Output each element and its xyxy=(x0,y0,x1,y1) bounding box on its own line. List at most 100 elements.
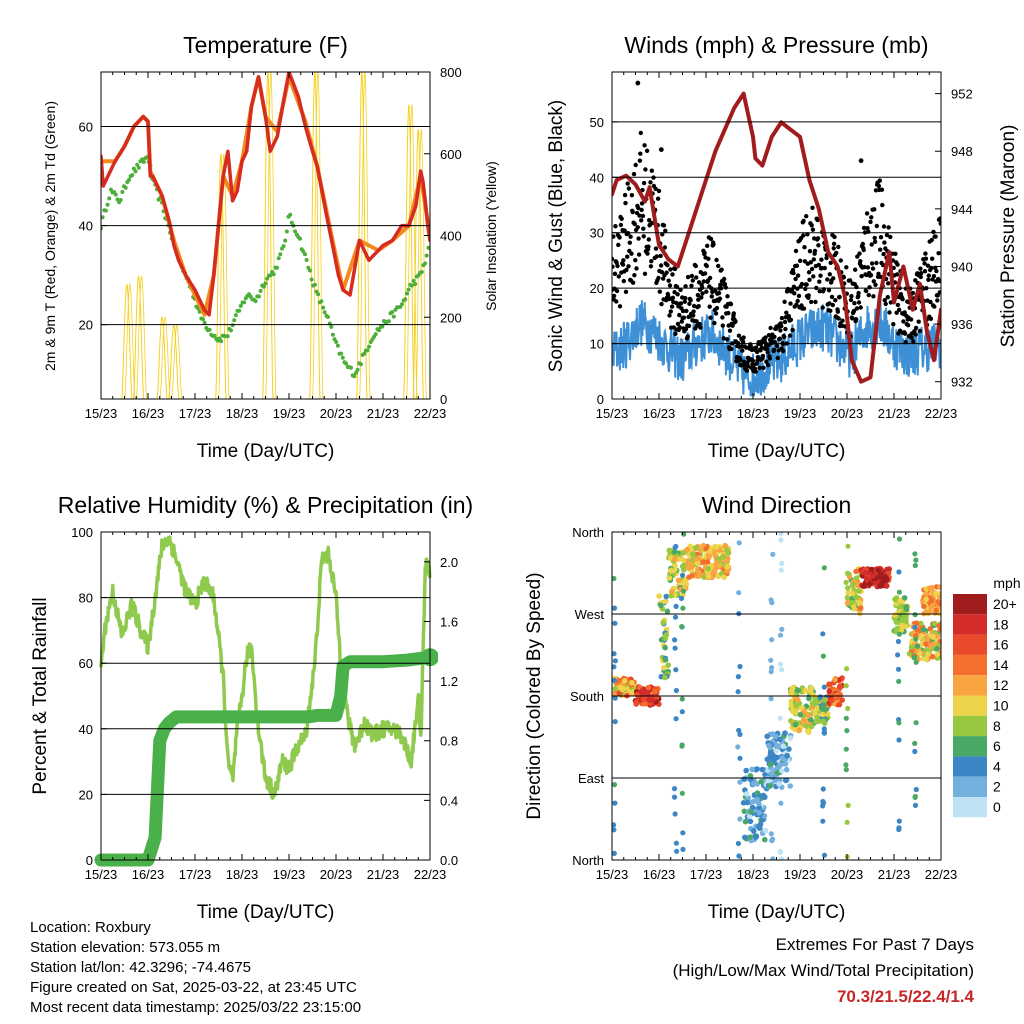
gust-point xyxy=(780,341,786,347)
gust-point xyxy=(670,272,675,277)
gust-point xyxy=(910,290,915,296)
gust-point xyxy=(801,306,807,311)
gust-point xyxy=(801,233,806,238)
direction-point xyxy=(912,740,918,747)
gust-point xyxy=(645,251,650,256)
gust-point xyxy=(793,276,798,282)
direction-point xyxy=(828,697,835,704)
direction-point xyxy=(672,811,678,817)
direction-point xyxy=(795,687,801,694)
solar-insolation-line xyxy=(356,72,368,399)
gust-point xyxy=(931,274,937,279)
direction-point xyxy=(705,565,711,572)
gust-point xyxy=(749,365,754,370)
gust-point xyxy=(874,260,879,266)
gust-point xyxy=(646,237,651,242)
gust-point xyxy=(738,363,744,368)
x-axis-label: Time (Day/UTC) xyxy=(708,441,846,462)
direction-point xyxy=(641,696,647,702)
dewpoint-point xyxy=(358,362,363,367)
gust-point xyxy=(667,283,673,288)
direction-point xyxy=(784,753,790,759)
dewpoint-point xyxy=(105,202,110,207)
gust-point xyxy=(812,248,818,254)
direction-point xyxy=(662,644,668,651)
gust-point xyxy=(640,213,646,219)
gust-point xyxy=(930,256,935,261)
y-tick-label: West xyxy=(575,607,605,622)
dewpoint-point xyxy=(201,317,205,322)
direction-point xyxy=(700,559,707,565)
direction-point xyxy=(850,581,856,588)
gust-point xyxy=(677,325,682,330)
gust-point xyxy=(670,295,676,300)
gust-point xyxy=(844,265,849,270)
gust-point xyxy=(779,323,784,329)
direction-point xyxy=(779,768,785,774)
gust-point xyxy=(619,216,624,221)
direction-point xyxy=(896,737,902,743)
direction-point xyxy=(671,794,678,800)
gust-point xyxy=(675,292,680,297)
gust-point xyxy=(689,283,694,288)
direction-point xyxy=(895,652,901,658)
direction-point xyxy=(684,546,690,553)
gust-point xyxy=(728,302,734,307)
gust-point xyxy=(936,251,941,256)
direction-point xyxy=(820,786,826,792)
direction-point xyxy=(662,635,669,642)
dewpoint-point xyxy=(136,165,141,170)
direction-point xyxy=(929,603,935,609)
gust-point xyxy=(612,234,616,239)
gust-point xyxy=(757,365,762,371)
gust-point xyxy=(668,267,673,272)
legend-swatch xyxy=(953,715,987,737)
gust-point xyxy=(902,331,908,336)
gust-point xyxy=(872,235,877,241)
gust-point xyxy=(709,294,714,299)
gust-point xyxy=(853,267,858,272)
gust-point xyxy=(621,258,626,263)
y2-tick-label: 932 xyxy=(951,375,973,390)
gust-point xyxy=(649,259,654,264)
direction-point xyxy=(896,818,902,824)
dewpoint-point xyxy=(303,252,307,257)
y-axis-label: Sonic Wind & Gust (Blue, Black) xyxy=(546,100,567,372)
direction-point xyxy=(908,644,915,650)
y-tick-label: South xyxy=(570,689,604,704)
gust-point xyxy=(926,273,931,278)
gust-point xyxy=(782,319,788,325)
gust-point xyxy=(917,328,923,334)
direction-point xyxy=(826,688,833,695)
gust-point xyxy=(870,266,876,271)
gust-point xyxy=(810,227,816,232)
dewpoint-point xyxy=(413,282,418,287)
gust-point xyxy=(617,235,622,240)
direction-point xyxy=(912,612,918,618)
gust-point xyxy=(913,332,918,337)
dewpoint-point xyxy=(103,208,108,213)
direction-point xyxy=(836,701,843,708)
direction-point xyxy=(759,766,766,773)
direction-point xyxy=(862,570,868,576)
gust-point xyxy=(744,368,750,373)
gust-point xyxy=(750,358,756,363)
direction-point xyxy=(768,761,774,768)
solar-insolation-line xyxy=(359,72,371,399)
gust-point xyxy=(862,264,867,270)
gust-point xyxy=(822,265,827,271)
direction-point xyxy=(742,834,748,841)
gust-point xyxy=(641,226,646,231)
y-tick-label: 100 xyxy=(71,525,93,540)
direction-point xyxy=(722,543,728,549)
gust-point xyxy=(696,304,701,309)
direction-point xyxy=(634,691,640,698)
x-tick-label: 20/23 xyxy=(320,406,353,421)
dewpoint-point xyxy=(411,278,416,283)
gust-point xyxy=(929,237,934,243)
direction-point xyxy=(617,684,624,691)
direction-point xyxy=(913,557,919,563)
direction-point xyxy=(844,600,851,606)
dewpoint-point xyxy=(130,173,135,178)
direction-point xyxy=(774,743,781,749)
